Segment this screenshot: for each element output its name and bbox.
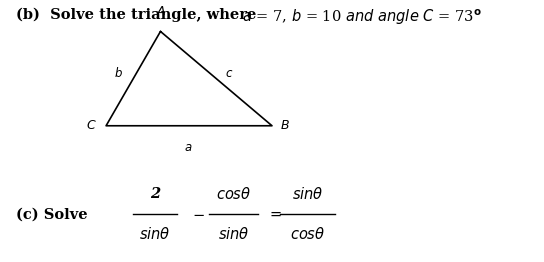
Text: $\mathbf{\mathit{a}}$ = 7, $\mathbf{\mathit{b}}$ = 10 $\mathbf{\mathit{and\ angl: $\mathbf{\mathit{a}}$ = 7, $\mathbf{\mat… [242,8,482,28]
Text: $-$: $-$ [192,206,205,221]
Text: $sin\theta$: $sin\theta$ [218,226,250,243]
Text: (c) Solve: (c) Solve [16,208,88,222]
Text: b: b [115,67,122,80]
Text: a: a [184,141,191,155]
Text: C: C [86,119,95,132]
Text: $sin\theta$: $sin\theta$ [292,186,323,202]
Text: $cos\theta$: $cos\theta$ [290,226,325,243]
Text: $=$: $=$ [267,206,282,221]
Text: (b)  Solve the triangle, where: (b) Solve the triangle, where [16,8,262,22]
Text: c: c [226,67,232,80]
Text: 2: 2 [150,187,160,201]
Text: $sin\theta$: $sin\theta$ [139,226,171,243]
Text: A: A [156,5,165,18]
Text: B: B [280,119,289,132]
Text: $cos\theta$: $cos\theta$ [217,186,251,202]
